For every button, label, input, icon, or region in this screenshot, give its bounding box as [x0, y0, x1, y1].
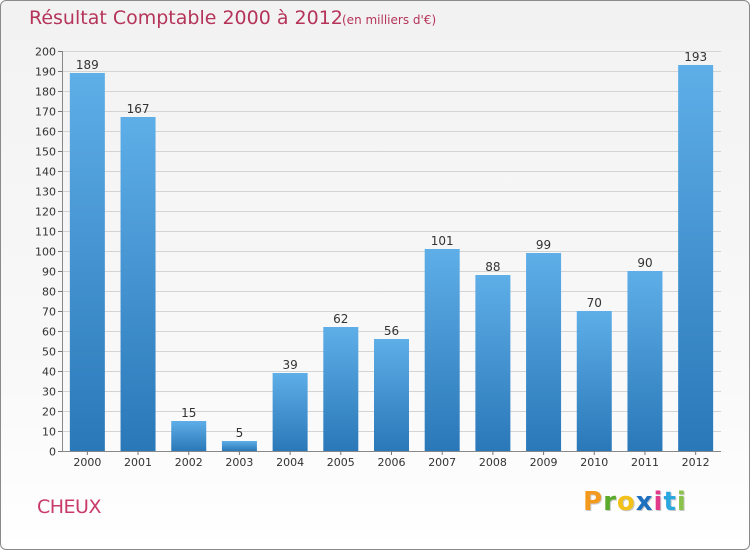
logo-letter: i — [676, 487, 687, 517]
data-label: 99 — [536, 238, 551, 252]
y-tick-label: 190 — [35, 66, 56, 79]
bar — [374, 339, 409, 451]
y-tick-label: 80 — [42, 286, 56, 299]
chart-unit-label: (en milliers d'€) — [342, 13, 437, 27]
bar — [475, 275, 511, 451]
chart-title: Résultat Comptable 2000 à 2012 — [29, 7, 343, 29]
x-tick-label: 2007 — [428, 456, 456, 469]
data-label: 39 — [282, 358, 297, 372]
y-tick-label: 40 — [42, 366, 56, 379]
y-tick-label: 110 — [35, 226, 56, 239]
y-tick-label: 150 — [35, 146, 56, 159]
bar — [424, 249, 460, 451]
data-label: 5 — [236, 426, 244, 440]
bar — [120, 117, 156, 451]
logo-letter: P — [583, 487, 604, 517]
x-tick-label: 2005 — [327, 456, 355, 469]
y-tick-label: 180 — [35, 86, 56, 99]
x-tick-label: 2002 — [175, 456, 203, 469]
x-tick-label: 2010 — [580, 456, 608, 469]
x-tick-label: 2004 — [276, 456, 304, 469]
data-label: 167 — [127, 102, 150, 116]
x-tick-label: 2006 — [378, 456, 406, 469]
commune-name: CHEUX — [37, 496, 101, 518]
y-tick-label: 0 — [49, 446, 56, 459]
x-tick-label: 2008 — [479, 456, 507, 469]
data-label: 101 — [431, 234, 454, 248]
x-tick-label: 2012 — [682, 456, 710, 469]
y-tick-label: 30 — [42, 386, 56, 399]
data-label: 62 — [333, 312, 348, 326]
y-tick-label: 170 — [35, 106, 56, 119]
bars — [69, 65, 714, 451]
logo-letter: t — [663, 487, 677, 517]
y-tick-label: 160 — [35, 126, 56, 139]
data-label: 56 — [384, 324, 399, 338]
bar — [221, 441, 257, 451]
logo-letter: i — [653, 487, 664, 517]
bar — [272, 373, 308, 451]
labels: 0 10 20 30 40 50 60 70 80 90 100 110 120 130 140 150 160… — [35, 46, 710, 470]
y-tick-label: 100 — [35, 246, 56, 259]
bar — [576, 311, 612, 451]
x-tick-label: 2003 — [225, 456, 253, 469]
bar — [627, 271, 663, 451]
y-tick-label: 60 — [42, 326, 56, 339]
bar — [171, 421, 207, 451]
bar — [69, 73, 105, 451]
bar — [526, 253, 562, 451]
x-tick-label: 2009 — [530, 456, 558, 469]
proxiti-logo: Proxiti — [583, 487, 687, 517]
data-label: 70 — [587, 296, 602, 310]
data-label: 90 — [637, 256, 652, 270]
logo-letter: o — [616, 487, 636, 517]
y-tick-label: 140 — [35, 166, 56, 179]
data-label: 15 — [181, 406, 196, 420]
y-tick-label: 10 — [42, 426, 56, 439]
y-tick-label: 120 — [35, 206, 56, 219]
y-tick-label: 90 — [42, 266, 56, 279]
axes — [58, 51, 721, 455]
bar — [323, 327, 359, 451]
logo-letter: x — [635, 487, 654, 517]
x-tick-label: 2001 — [124, 456, 152, 469]
bar — [678, 65, 714, 451]
data-label: 189 — [76, 58, 99, 72]
y-tick-label: 70 — [42, 306, 56, 319]
x-tick-label: 2011 — [631, 456, 659, 469]
data-label: 193 — [684, 50, 707, 64]
x-tick-label: 2000 — [73, 456, 101, 469]
y-tick-label: 130 — [35, 186, 56, 199]
y-tick-label: 20 — [42, 406, 56, 419]
y-tick-label: 200 — [35, 46, 56, 59]
logo-letter: r — [603, 487, 617, 517]
data-label: 88 — [485, 260, 500, 274]
y-tick-label: 50 — [42, 346, 56, 359]
